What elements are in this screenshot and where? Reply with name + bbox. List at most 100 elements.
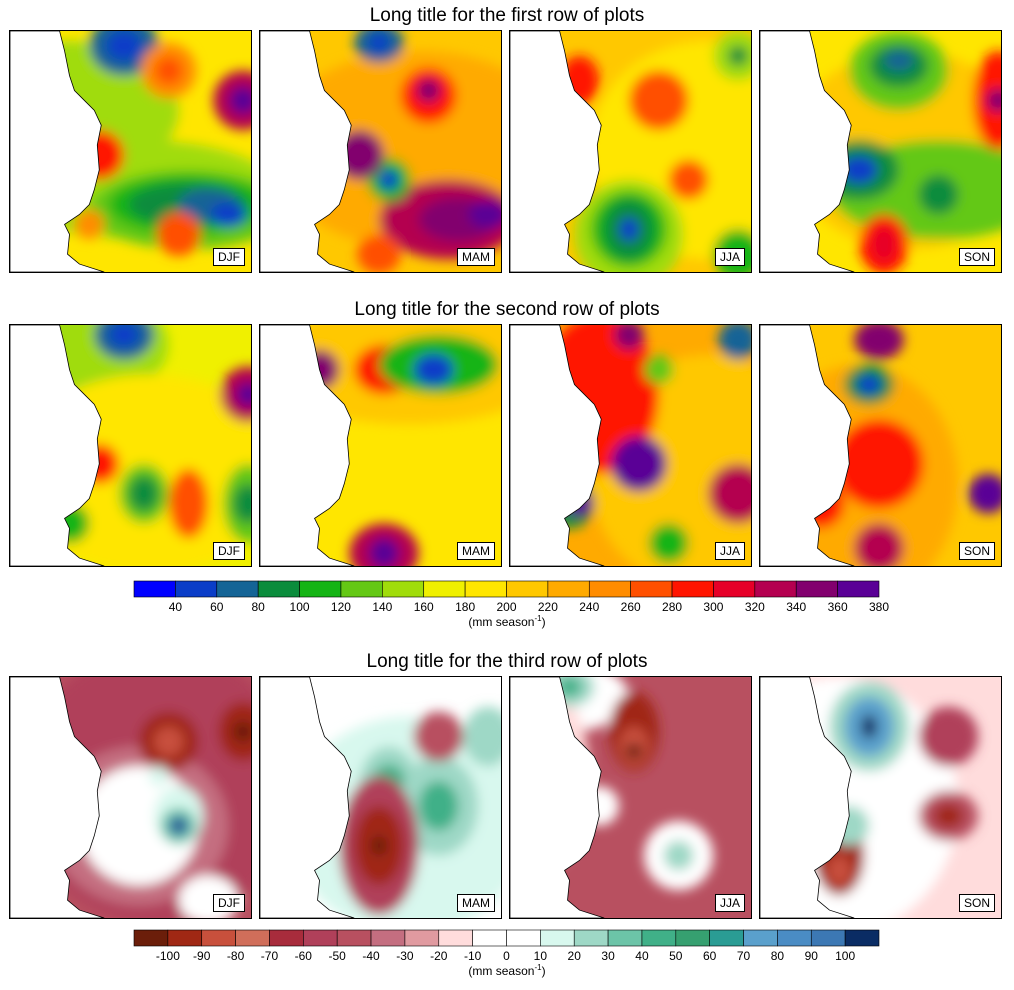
contour-blob — [148, 766, 169, 787]
contour-blob — [233, 721, 251, 742]
colorbar-swatch — [754, 580, 797, 598]
map-panel-row1-djf: DJF — [9, 30, 252, 273]
contour-blob — [173, 820, 184, 831]
contour-blob — [236, 382, 251, 407]
colorbar-tick-label: -60 — [294, 949, 312, 963]
colorbar-swatch — [370, 929, 406, 947]
season-label: MAM — [457, 894, 495, 912]
contour-blob — [379, 169, 399, 190]
colorbar-swatch — [641, 929, 677, 947]
contour-blob — [718, 325, 751, 360]
colorbar-tick-label: 40 — [635, 949, 649, 963]
colorbar-swatch — [675, 929, 710, 947]
row-title-2: Long title for the second row of plots — [354, 299, 660, 320]
contour-blob — [371, 835, 387, 856]
colorbar-seq: 40 60 80 100 120 140 160 180 200 220 240 260 280 300 3… — [133, 580, 889, 614]
land-mask — [510, 31, 605, 272]
contour-blob — [854, 523, 904, 566]
map-panel-row2-jja: JJA — [509, 324, 752, 567]
contour-blob — [857, 374, 881, 395]
contour-field — [10, 677, 251, 918]
contour-blob — [153, 726, 184, 757]
land-mask — [260, 325, 355, 566]
colorbar-tick-label: -70 — [260, 949, 279, 963]
land-mask — [760, 677, 855, 918]
colorbar-tick-label: 140 — [372, 600, 393, 614]
colorbar-tick-label: 360 — [827, 600, 848, 614]
season-label: SON — [958, 542, 995, 560]
colorbar-tick-label: 280 — [662, 600, 683, 614]
colorbar-swatch — [588, 580, 631, 598]
contour-blob — [413, 353, 454, 386]
colorbar-tick-label: 80 — [770, 949, 785, 963]
colorbar-tick-label: 100 — [289, 600, 310, 614]
contour-blob — [643, 354, 674, 385]
map-panel-row1-mam: MAM — [259, 30, 502, 273]
colorbar-swatch — [336, 929, 372, 947]
land-mask — [510, 677, 605, 918]
map-panel-row3-mam: MAM — [259, 676, 502, 919]
colorbar-swatch — [547, 580, 590, 598]
contour-blob — [619, 217, 639, 242]
colorbar-swatch — [607, 929, 643, 947]
season-label: JJA — [714, 248, 745, 266]
row-title-3: Long title for the third row of plots — [366, 651, 648, 672]
contour-blob — [109, 325, 139, 347]
contour-blob — [648, 523, 689, 564]
colorbar-tick-label: -100 — [155, 949, 180, 963]
contour-field — [260, 31, 501, 272]
contour-blob — [418, 781, 459, 831]
colorbar-tick-label: 10 — [533, 949, 548, 963]
colorbar-tick-label: 240 — [579, 600, 600, 614]
season-label: MAM — [457, 542, 495, 560]
season-label: SON — [958, 248, 995, 266]
map-panel-row2-mam: MAM — [259, 324, 502, 567]
contour-blob — [918, 174, 959, 215]
contour-blob — [827, 855, 852, 886]
contour-blob — [854, 325, 904, 360]
land-mask — [10, 325, 105, 566]
colorbar-tick-label: 20 — [567, 949, 581, 963]
colorbar-swatch — [303, 929, 338, 947]
colorbar-tick-label: 30 — [601, 949, 615, 963]
colorbar-tick-label: 70 — [736, 949, 751, 963]
contour-field — [760, 31, 1001, 272]
contour-blob — [968, 473, 1001, 514]
season-label: DJF — [213, 894, 245, 912]
land-mask — [760, 325, 855, 566]
map-panel-row1-son: SON — [759, 30, 1002, 273]
season-label: DJF — [213, 542, 245, 560]
colorbar-swatch — [713, 580, 756, 598]
colorbar-swatch — [235, 929, 270, 947]
colorbar-swatch — [540, 929, 575, 947]
contour-field — [510, 325, 751, 566]
colorbar-swatch — [423, 580, 466, 598]
colorbar-swatch — [269, 929, 304, 947]
contour-blob — [614, 325, 644, 350]
contour-blob — [933, 803, 964, 828]
colorbar-swatch — [201, 929, 236, 947]
colorbar-tick-label: 60 — [210, 600, 224, 614]
contour-blob — [74, 209, 105, 240]
contour-blob — [106, 31, 142, 61]
colorbar-tick-label: 80 — [251, 600, 265, 614]
colorbar-swatch — [438, 929, 473, 947]
colorbar-swatch — [506, 580, 549, 598]
season-label: JJA — [714, 542, 745, 560]
contour-blob — [883, 50, 914, 71]
contour-blob — [626, 743, 642, 760]
colorbar-swatch — [299, 580, 342, 598]
contour-blob — [229, 86, 251, 115]
contour-blob — [834, 419, 924, 509]
contour-blob — [233, 483, 251, 524]
colorbar-swatch — [167, 929, 203, 947]
colorbar-tick-label: 120 — [330, 600, 351, 614]
season-label: MAM — [457, 248, 495, 266]
land-mask — [10, 31, 105, 272]
colorbar-swatch — [630, 580, 673, 598]
colorbar-tick-label: 160 — [413, 600, 434, 614]
season-label: SON — [958, 894, 995, 912]
colorbar-tick-label: 40 — [168, 600, 183, 614]
contour-blob — [668, 159, 709, 200]
contour-blob — [369, 32, 389, 53]
